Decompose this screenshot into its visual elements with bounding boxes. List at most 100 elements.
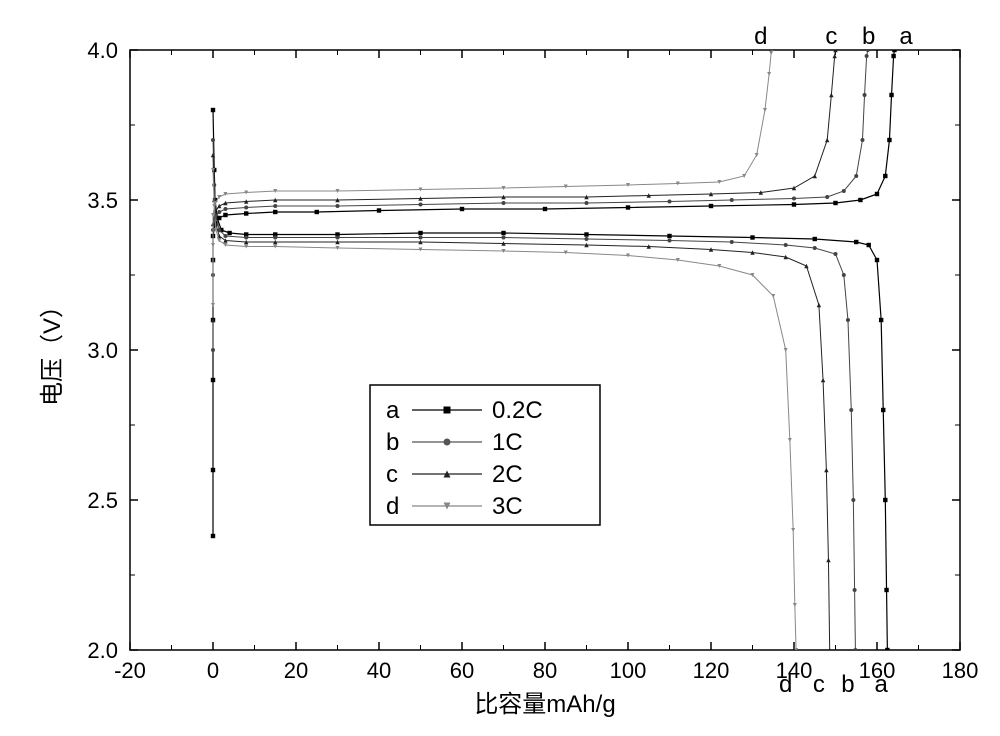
marker-dot <box>502 236 506 240</box>
marker-square <box>444 407 451 414</box>
marker-dot <box>502 201 506 205</box>
marker-dot <box>244 236 248 240</box>
series-top-label-b: b <box>862 23 875 50</box>
marker-square <box>543 207 547 211</box>
marker-dot <box>784 243 788 247</box>
marker-square <box>875 258 879 262</box>
marker-dot <box>585 201 589 205</box>
marker-dot <box>792 197 796 201</box>
marker-square <box>211 468 215 472</box>
marker-dot <box>842 273 846 277</box>
marker-dot <box>860 138 864 142</box>
series-bottom-label-b: b <box>841 671 854 698</box>
marker-dot <box>336 204 340 208</box>
marker-dot <box>842 189 846 193</box>
marker-dot <box>846 318 850 322</box>
x-tick-label: 100 <box>610 658 647 683</box>
marker-square <box>244 211 248 215</box>
series-bottom-label-a: a <box>874 671 888 698</box>
marker-square <box>626 205 630 209</box>
marker-dot <box>851 498 855 502</box>
x-tick-label: 20 <box>284 658 308 683</box>
marker-square <box>584 232 588 236</box>
marker-dot <box>211 348 215 352</box>
marker-square <box>813 237 817 241</box>
marker-square <box>891 54 895 58</box>
marker-square <box>867 243 871 247</box>
marker-dot <box>849 408 853 412</box>
legend-label-b: 1C <box>492 429 523 456</box>
series-top-label-d: d <box>754 23 767 50</box>
legend-key-a: a <box>386 397 400 424</box>
marker-dot <box>444 439 451 446</box>
series-bottom-label-d: d <box>779 671 792 698</box>
marker-dot <box>585 237 589 241</box>
marker-dot <box>668 239 672 243</box>
series-top-label-c: c <box>825 23 837 50</box>
marker-square <box>211 534 215 538</box>
marker-dot <box>273 204 277 208</box>
marker-dot <box>834 252 838 256</box>
marker-square <box>879 318 883 322</box>
x-tick-label: 40 <box>367 658 391 683</box>
marker-dot <box>273 236 277 240</box>
chart-svg: -200204060801001201401601802.02.53.03.54… <box>0 0 1000 736</box>
legend-label-c: 2C <box>492 461 523 488</box>
x-tick-label: -20 <box>114 658 146 683</box>
marker-square <box>667 234 671 238</box>
y-tick-label: 4.0 <box>87 38 118 63</box>
marker-dot <box>419 203 423 207</box>
marker-dot <box>211 138 215 142</box>
marker-dot <box>854 174 858 178</box>
marker-square <box>501 231 505 235</box>
marker-square <box>273 210 277 214</box>
x-tick-label: 0 <box>207 658 219 683</box>
marker-square <box>418 231 422 235</box>
marker-dot <box>336 236 340 240</box>
legend-label-a: 0.2C <box>492 397 543 424</box>
marker-dot <box>853 588 857 592</box>
y-tick-label: 2.0 <box>87 638 118 663</box>
x-tick-label: 80 <box>533 658 557 683</box>
marker-square <box>881 408 885 412</box>
legend-label-d: 3C <box>492 493 523 520</box>
legend-key-c: c <box>386 461 398 488</box>
marker-square <box>884 588 888 592</box>
marker-dot <box>419 236 423 240</box>
marker-square <box>854 240 858 244</box>
x-tick-label: 180 <box>942 658 979 683</box>
y-tick-label: 3.5 <box>87 188 118 213</box>
marker-square <box>211 378 215 382</box>
marker-square <box>211 108 215 112</box>
marker-dot <box>865 54 869 58</box>
x-tick-label: 60 <box>450 658 474 683</box>
marker-square <box>709 204 713 208</box>
marker-square <box>887 138 891 142</box>
marker-dot <box>244 206 248 210</box>
marker-dot <box>730 198 734 202</box>
legend-key-b: b <box>386 429 399 456</box>
legend-key-d: d <box>386 493 399 520</box>
marker-square <box>750 235 754 239</box>
marker-square <box>377 208 381 212</box>
marker-square <box>889 93 893 97</box>
chart-container: -200204060801001201401601802.02.53.03.54… <box>0 0 1000 736</box>
marker-square <box>875 192 879 196</box>
series-top-label-a: a <box>899 23 913 50</box>
marker-dot <box>825 195 829 199</box>
series-bottom-label-c: c <box>813 671 825 698</box>
marker-dot <box>813 246 817 250</box>
marker-square <box>858 198 862 202</box>
marker-square <box>315 210 319 214</box>
marker-square <box>883 498 887 502</box>
marker-square <box>460 207 464 211</box>
marker-square <box>227 231 231 235</box>
marker-square <box>833 201 837 205</box>
marker-dot <box>223 207 227 211</box>
marker-dot <box>223 234 227 238</box>
marker-square <box>792 202 796 206</box>
x-axis-label: 比容量mAh/g <box>474 691 615 718</box>
marker-square <box>883 174 887 178</box>
y-axis-label: 电压（V） <box>39 294 66 406</box>
marker-dot <box>217 210 221 214</box>
